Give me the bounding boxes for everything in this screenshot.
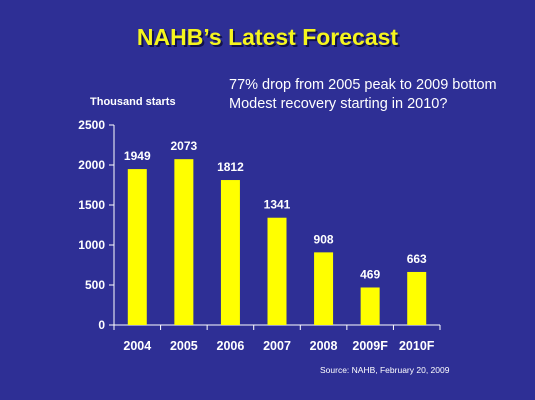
subtitle-line-1: 77% drop from 2005 peak to 2009 bottom <box>229 77 497 93</box>
bar <box>220 180 240 325</box>
data-label: 908 <box>314 232 334 246</box>
slide-title: NAHB’s Latest Forecast <box>136 24 399 50</box>
data-label: 2073 <box>171 139 198 153</box>
data-label: 1341 <box>264 198 291 212</box>
x-tick-label: 2006 <box>217 339 245 353</box>
data-label: 663 <box>407 252 427 266</box>
bar <box>407 271 427 325</box>
y-tick-label: 500 <box>85 278 105 292</box>
data-label: 1812 <box>217 160 244 174</box>
data-label: 469 <box>360 267 380 281</box>
y-axis-label: Thousand starts <box>90 96 176 108</box>
x-tick-label: 2007 <box>263 339 291 353</box>
data-label: 1949 <box>124 149 151 163</box>
x-tick-label: 2008 <box>310 339 338 353</box>
subtitle-line-2: Modest recovery starting in 2010? <box>229 96 448 112</box>
y-tick-label: 1000 <box>78 238 105 252</box>
y-tick-label: 2000 <box>78 158 105 172</box>
x-tick-label: 2009F <box>352 339 388 353</box>
x-tick-label: 2004 <box>123 339 151 353</box>
y-tick-label: 0 <box>98 318 105 332</box>
bar <box>267 217 287 325</box>
bar <box>127 169 147 325</box>
source-note: Source: NAHB, February 20, 2009 <box>320 365 450 375</box>
bar <box>314 252 334 325</box>
x-tick-label: 2010F <box>399 339 435 353</box>
x-tick-label: 2005 <box>170 339 198 353</box>
y-tick-label: 2500 <box>78 118 105 132</box>
bar <box>174 159 194 325</box>
bar <box>360 287 380 325</box>
y-tick-label: 1500 <box>78 198 105 212</box>
